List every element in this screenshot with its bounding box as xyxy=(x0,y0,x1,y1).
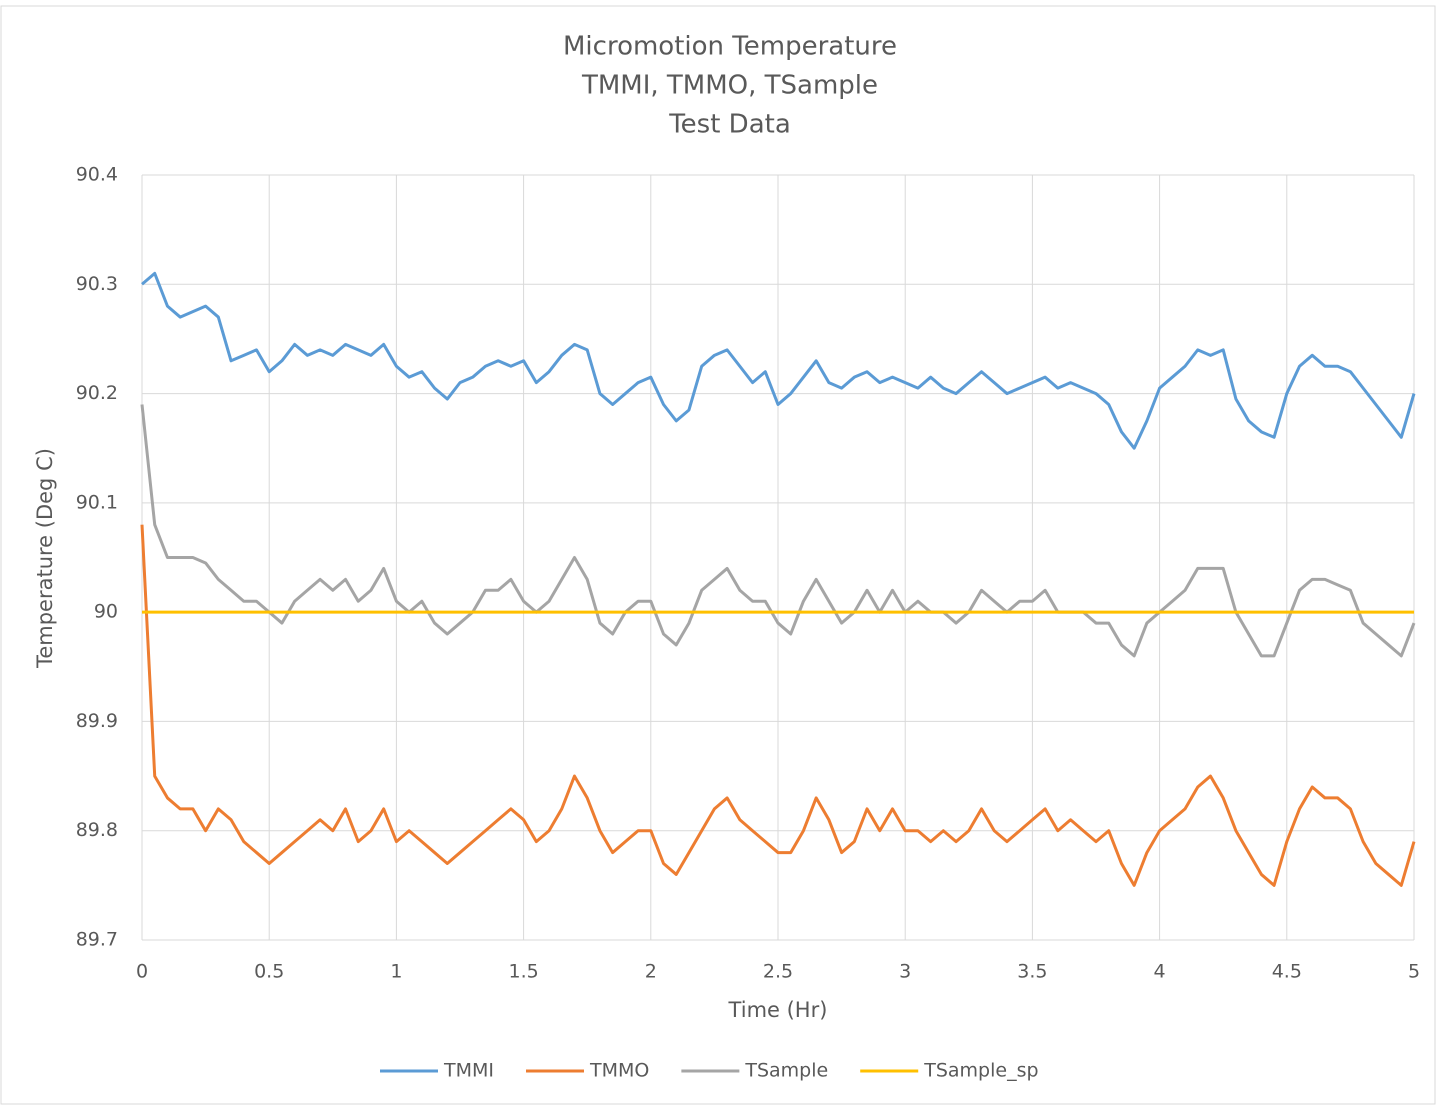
x-tick-label: 0.5 xyxy=(254,961,284,983)
y-tick-label: 90.3 xyxy=(76,273,118,295)
x-tick-label: 3.5 xyxy=(1017,961,1047,983)
x-tick-label: 2 xyxy=(645,961,657,983)
x-tick-label: 4 xyxy=(1154,961,1166,983)
x-tick-label: 5 xyxy=(1408,961,1420,983)
chart-subtitle: Test Data xyxy=(668,110,791,140)
legend-label: TSample xyxy=(744,1060,828,1082)
x-tick-label: 1 xyxy=(390,961,402,983)
x-tick-label: 2.5 xyxy=(763,961,793,983)
chart-border xyxy=(0,5,1436,1105)
chart-subtitle: TMMI, TMMO, TSample xyxy=(581,71,878,101)
y-tick-label: 90.2 xyxy=(76,382,118,404)
x-tick-label: 1.5 xyxy=(508,961,538,983)
x-axis-label: Time (Hr) xyxy=(728,998,828,1022)
x-tick-label: 4.5 xyxy=(1272,961,1302,983)
y-tick-label: 89.7 xyxy=(76,929,118,951)
chart-title: Micromotion Temperature xyxy=(563,32,897,62)
y-tick-label: 90.4 xyxy=(76,164,118,186)
legend-label: TMMI xyxy=(443,1060,494,1082)
y-tick-label: 90 xyxy=(94,601,118,623)
series-line xyxy=(140,524,1416,887)
y-tick-label: 89.9 xyxy=(76,710,118,732)
y-tick-label: 90.1 xyxy=(76,491,118,513)
series-line xyxy=(140,404,1416,658)
series-line xyxy=(141,271,1416,450)
y-axis-label: Temperature (Deg C) xyxy=(33,448,57,669)
legend-label: TSample_sp xyxy=(923,1060,1038,1082)
legend-label: TMMO xyxy=(589,1060,649,1082)
x-tick-label: 3 xyxy=(899,961,911,983)
x-tick-label: 0 xyxy=(136,961,148,983)
y-tick-label: 89.8 xyxy=(76,819,118,841)
